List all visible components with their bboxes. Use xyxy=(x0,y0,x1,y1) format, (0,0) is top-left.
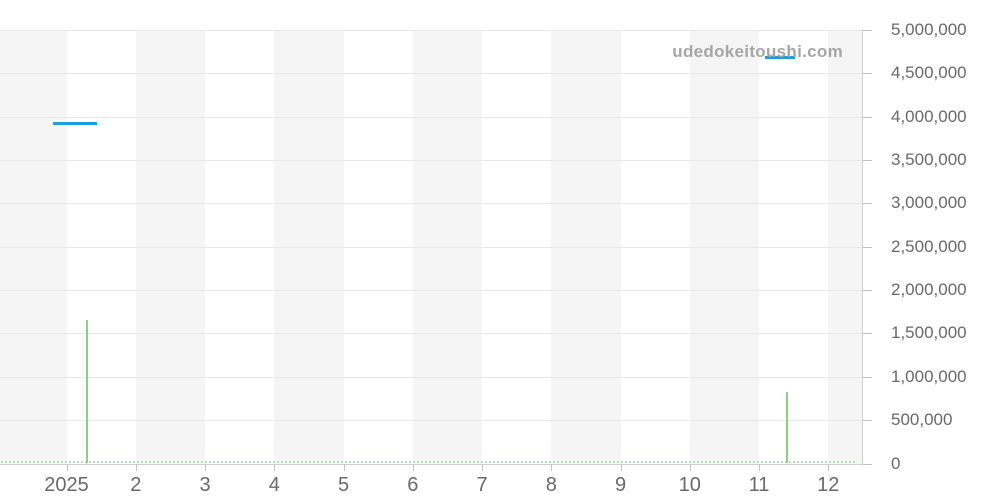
y-axis-tick xyxy=(862,73,872,75)
y-gridline xyxy=(0,160,862,162)
y-gridline xyxy=(0,30,862,31)
y-axis-label: 2,500,000 xyxy=(891,236,967,256)
y-axis-tick xyxy=(862,30,872,31)
price-line-segment xyxy=(764,56,795,60)
x-axis-label: 9 xyxy=(614,474,627,496)
y-gridline xyxy=(0,420,862,422)
x-axis-tick xyxy=(135,463,137,471)
y-axis-label: 3,500,000 xyxy=(891,150,967,170)
y-gridline xyxy=(0,116,862,118)
y-axis-tick xyxy=(862,116,872,118)
x-axis-label: 3 xyxy=(199,474,211,496)
x-axis-label: 8 xyxy=(545,474,557,496)
y-axis-label: 4,500,000 xyxy=(891,63,967,83)
x-axis-label: 2025 xyxy=(44,474,89,496)
y-gridline xyxy=(0,246,862,248)
x-axis-tick xyxy=(689,463,691,471)
x-axis-tick xyxy=(66,463,68,471)
x-axis-label: 2 xyxy=(130,474,142,496)
x-axis-tick xyxy=(620,463,622,471)
y-axis-tick xyxy=(862,420,872,422)
x-axis-label: 4 xyxy=(268,474,280,496)
y-gridline xyxy=(0,333,862,335)
y-axis-label: 5,000,000 xyxy=(891,20,967,39)
x-axis-label: 12 xyxy=(817,474,840,496)
x-axis-label: 5 xyxy=(337,474,350,496)
x-axis-tick xyxy=(412,463,414,471)
y-axis-tick xyxy=(862,203,872,205)
x-axis-tick xyxy=(551,463,553,471)
watermark: udedokeitoushi.com xyxy=(672,42,843,61)
x-axis-tick xyxy=(343,463,345,471)
y-axis-label: 1,000,000 xyxy=(891,366,967,386)
x-axis-tick xyxy=(274,463,276,471)
volume-bar xyxy=(86,319,89,464)
y-gridline xyxy=(0,376,862,378)
x-axis-tick xyxy=(759,463,760,471)
x-axis-label: 10 xyxy=(678,474,701,496)
y-axis-tick xyxy=(862,246,872,248)
x-axis-label: 7 xyxy=(476,474,488,496)
x-axis-tick xyxy=(828,463,830,471)
y-axis-tick xyxy=(862,160,872,162)
y-gridline xyxy=(0,290,862,292)
y-gridline xyxy=(0,73,862,75)
y-axis-tick xyxy=(862,290,872,292)
volume-bar xyxy=(786,392,789,464)
y-gridline xyxy=(0,203,862,205)
y-axis-label: 500,000 xyxy=(891,410,953,430)
y-axis-label: 2,000,000 xyxy=(891,280,967,300)
y-axis-tick xyxy=(862,463,872,465)
price-line-segment xyxy=(53,121,97,125)
y-axis-label: 4,000,000 xyxy=(891,106,967,126)
y-axis-label: 1,500,000 xyxy=(891,323,967,343)
y-axis-label: 0 xyxy=(891,453,901,473)
x-axis-label: 11 xyxy=(748,474,770,496)
y-axis-tick xyxy=(862,333,872,335)
x-axis-tick xyxy=(482,463,483,471)
y-axis-tick xyxy=(862,376,872,378)
volume-baseline xyxy=(0,461,856,463)
x-axis-line xyxy=(0,463,872,465)
x-axis-label: 6 xyxy=(407,474,419,496)
x-axis-tick xyxy=(205,463,206,471)
y-axis-label: 3,000,000 xyxy=(891,193,967,213)
